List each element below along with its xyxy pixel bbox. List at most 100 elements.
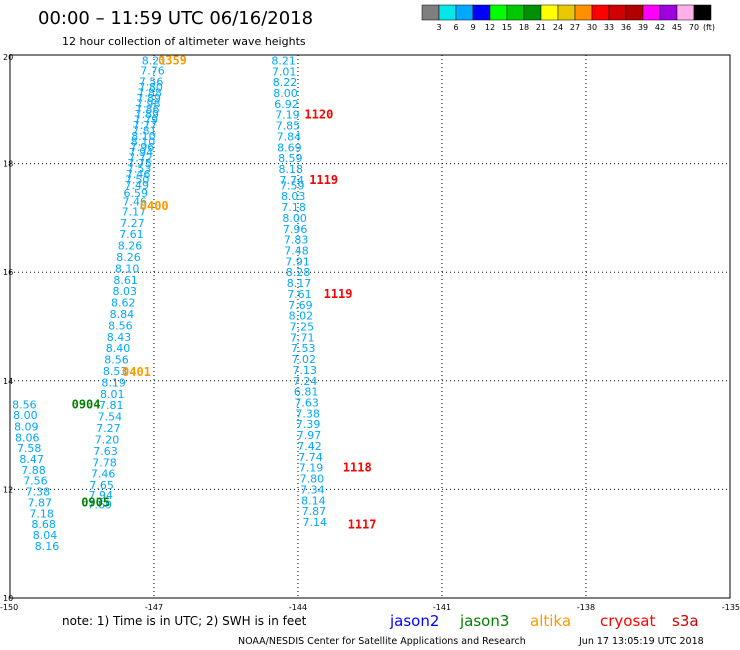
- scale-swatch: [625, 4, 644, 21]
- x-tick-label: -141: [433, 603, 451, 612]
- swh-value-altika: 7.50: [125, 173, 150, 186]
- swh-value-altika: 8.61: [113, 274, 138, 287]
- swh-value-cryosat: 8.28: [286, 266, 311, 279]
- footer-timestamp: Jun 17 13:05:19 UTC 2018: [578, 636, 704, 647]
- y-tick-label: 12: [3, 485, 13, 494]
- scale-swatch: [506, 4, 525, 21]
- time-label-jason3: 0905: [81, 495, 110, 509]
- swh-value-cryosat: 8.00: [273, 87, 298, 100]
- axis-ticks: -150 -147 -144 -141 -138 -135 10 12 14 16 18 20: [0, 53, 740, 612]
- swh-value-cryosat: 7.13: [292, 364, 317, 377]
- scale-label: 24: [553, 23, 563, 32]
- scale-swatch: [642, 4, 661, 21]
- swh-value-cryosat: 7.25: [290, 321, 315, 334]
- scale-swatch: [608, 4, 627, 21]
- scale-swatch: [455, 4, 474, 21]
- legend-jason2: jason2: [389, 612, 439, 630]
- swh-value-altika: 7.46: [126, 168, 151, 181]
- swh-value-cryosat: 6.92: [274, 98, 299, 111]
- swh-value-cryosat: 7.71: [290, 331, 315, 344]
- swh-value-altika: 7.80: [138, 81, 163, 94]
- swh-value-jason3: 7.88: [21, 464, 46, 477]
- swh-value-cryosat: 8.18: [279, 163, 304, 176]
- chart-subtitle: 12 hour collection of altimeter wave hei…: [62, 35, 306, 48]
- x-tick-label: -144: [289, 603, 307, 612]
- swh-value-altika: 7.27: [120, 217, 145, 230]
- time-label-cryosat: 1117: [348, 518, 377, 532]
- swh-value-jason3: 7.38: [26, 486, 51, 499]
- swh-value-cryosat: 8.21: [271, 54, 296, 67]
- swh-value-altika: 7.94: [129, 146, 154, 159]
- grid-lines: [10, 55, 730, 598]
- swh-value-jason3: 8.06: [15, 431, 40, 444]
- footnote: note: 1) Time is in UTC; 2) SWH is in fe…: [62, 614, 307, 628]
- swh-value-cryosat: 7.19: [299, 462, 324, 475]
- x-tick-label: -138: [577, 603, 595, 612]
- swh-value-altika: 8.10: [131, 135, 156, 148]
- scale-label: 70: [689, 23, 699, 32]
- swh-value-cryosat: 8.22: [273, 76, 298, 89]
- footer-credit: NOAA/NESDIS Center for Satellite Applica…: [238, 636, 526, 647]
- swh-value-altika: 7.49: [124, 179, 149, 192]
- swh-value-cryosat: 7.02: [292, 353, 317, 366]
- swh-value-cryosat: 7.53: [291, 342, 316, 355]
- swh-value-altika: 7.89: [135, 108, 160, 121]
- swh-value-altika: 7.98: [136, 97, 161, 110]
- swh-value-altika: 7.27: [96, 422, 121, 435]
- legend-s3a: s3a: [672, 612, 699, 630]
- y-tick-label: 20: [3, 53, 13, 62]
- scale-label: 18: [519, 23, 529, 32]
- y-tick-label: 18: [3, 160, 13, 169]
- data-marks: 8.217.767.567.807.887.897.987.867.897.79…: [12, 53, 376, 552]
- plot-area: [9, 54, 731, 599]
- swh-value-jason3: 7.58: [17, 442, 42, 455]
- swh-value-cryosat: 7.61: [287, 288, 312, 301]
- scale-label: 42: [655, 23, 665, 32]
- time-label-cryosat: 1120: [304, 108, 333, 122]
- swh-value-altika: 8.01: [100, 388, 125, 401]
- swh-value-altika: 6.59: [124, 187, 149, 200]
- swh-value-altika: 8.10: [131, 130, 156, 143]
- swh-value-cryosat: 7.96: [283, 223, 308, 236]
- swh-value-cryosat: 7.85: [276, 120, 301, 133]
- swh-value-jason3: 8.16: [35, 540, 60, 553]
- swh-value-cryosat: 7.19: [275, 109, 300, 122]
- color-scale: 3 6 9 12 15 18 21 24 27 30 33 36 39 42 45 70 (ft): [421, 4, 715, 32]
- scale-swatch: [540, 4, 559, 21]
- swh-value-cryosat: 8.59: [278, 152, 303, 165]
- swh-value-jason3: 7.18: [29, 507, 54, 520]
- scale-swatch: [574, 4, 593, 21]
- legend-altika: altika: [530, 612, 571, 630]
- legend-jason3: jason3: [459, 612, 509, 630]
- swh-value-altika: 8.56: [104, 354, 129, 367]
- swh-value-cryosat: 8.17: [287, 277, 312, 290]
- swh-value-altika: 8.03: [112, 285, 137, 298]
- swh-value-cryosat: 7.97: [297, 429, 322, 442]
- swh-value-jason3: 7.87: [28, 496, 53, 509]
- swh-value-cryosat: 7.34: [300, 483, 325, 496]
- y-tick-label: 10: [3, 594, 13, 603]
- swh-value-cryosat: 7.24: [293, 375, 318, 388]
- swh-value-altika: 8.19: [101, 376, 126, 389]
- scale-unit: (ft): [703, 23, 715, 32]
- scale-label: 9: [470, 23, 475, 32]
- swh-value-cryosat: 7.14: [303, 516, 328, 529]
- scale-label: 30: [587, 23, 597, 32]
- scale-swatch: [693, 4, 712, 21]
- swh-value-cryosat: 7.59: [280, 179, 305, 192]
- time-label-altika: 0359: [158, 53, 187, 67]
- swh-value-altika: 7.46: [91, 468, 116, 481]
- swh-value-altika: 7.76: [140, 65, 165, 78]
- plot-border: [9, 54, 731, 599]
- scale-swatch: [557, 4, 576, 21]
- scale-swatch: [523, 4, 542, 21]
- swh-value-altika: 7.75: [127, 157, 152, 170]
- swh-value-altika: 7.53: [127, 162, 152, 175]
- scale-label: 27: [570, 23, 580, 32]
- swh-value-jason3: 8.09: [14, 420, 39, 433]
- x-tick-label: -150: [0, 603, 18, 612]
- swh-value-altika: 7.17: [122, 205, 147, 218]
- scale-swatch: [472, 4, 491, 21]
